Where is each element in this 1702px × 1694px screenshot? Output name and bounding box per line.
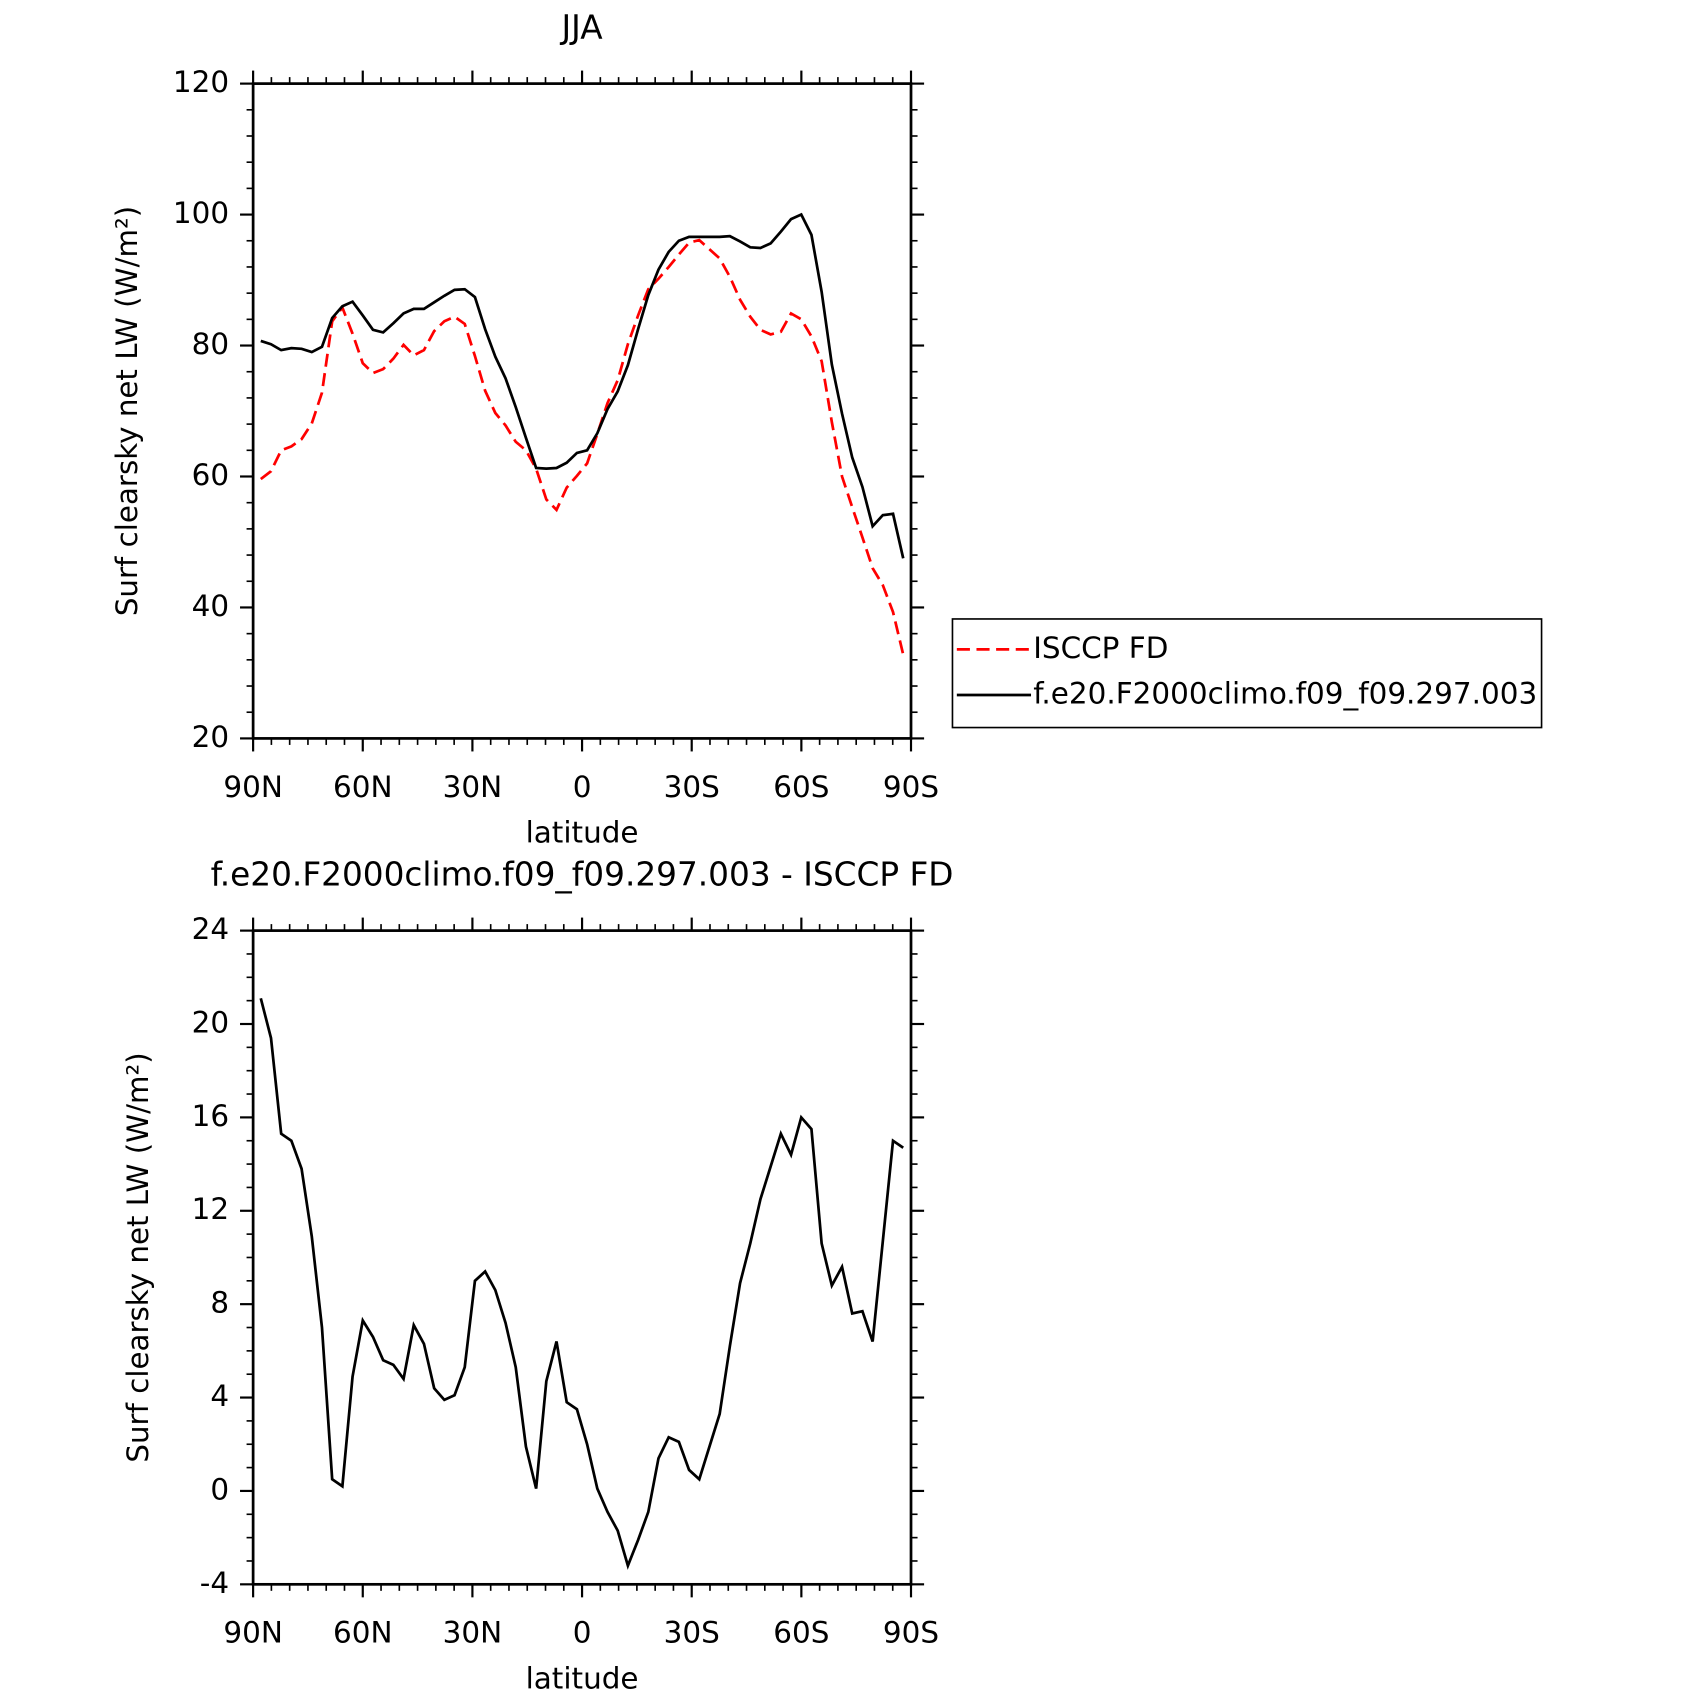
y-tick-label: 20 <box>192 720 229 754</box>
x-tick-label: 60S <box>773 770 829 804</box>
y-tick-label: 4 <box>210 1379 229 1413</box>
x-tick-label: 90N <box>223 770 282 804</box>
x-tick-label: 30N <box>443 770 502 804</box>
chart-title: f.e20.F2000climo.f09_f09.297.003 - ISCCP… <box>211 855 954 893</box>
chart-title: JJA <box>560 8 604 46</box>
plot-frame <box>251 82 913 740</box>
y-tick-label: 80 <box>192 327 229 361</box>
data-line <box>260 212 905 559</box>
x-tick-label: 0 <box>573 770 592 804</box>
x-tick-label: 30S <box>664 770 720 804</box>
data-line <box>259 997 904 1570</box>
y-axis-label: Surf clearsky net LW (W/m²) <box>121 1052 155 1462</box>
y-tick-label: 24 <box>192 912 229 946</box>
x-tick-label: 30S <box>664 1616 720 1650</box>
x-tick-label: 90S <box>883 1616 939 1650</box>
x-tick-label: 60N <box>333 770 392 804</box>
x-tick-label: 60S <box>773 1616 829 1650</box>
data-line <box>259 238 905 655</box>
legend-box <box>951 618 1543 729</box>
y-tick-label: 0 <box>210 1472 229 1506</box>
x-axis-label: latitude <box>526 816 639 850</box>
y-axis-label: Surf clearsky net LW (W/m²) <box>110 206 144 616</box>
y-tick-label: 40 <box>192 589 229 623</box>
x-tick-label: 90N <box>223 1616 282 1650</box>
legend-label: f.e20.F2000climo.f09_f09.297.003 <box>1033 677 1537 711</box>
x-tick-label: 30N <box>443 1616 502 1650</box>
y-tick-label: 100 <box>173 196 229 230</box>
x-tick-label: 60N <box>333 1616 392 1650</box>
x-axis-label: latitude <box>526 1661 639 1694</box>
y-tick-label: 16 <box>192 1099 229 1133</box>
plot-frame <box>251 929 913 1586</box>
y-tick-label: 12 <box>192 1192 229 1226</box>
legend-label: ISCCP FD <box>1033 631 1168 665</box>
x-tick-label: 90S <box>883 770 939 804</box>
y-tick-label: 8 <box>210 1286 229 1320</box>
y-tick-label: -4 <box>200 1566 229 1600</box>
y-tick-label: 120 <box>173 65 229 99</box>
y-tick-label: 20 <box>192 1006 229 1040</box>
y-tick-label: 60 <box>192 458 229 492</box>
x-tick-label: 0 <box>573 1616 592 1650</box>
